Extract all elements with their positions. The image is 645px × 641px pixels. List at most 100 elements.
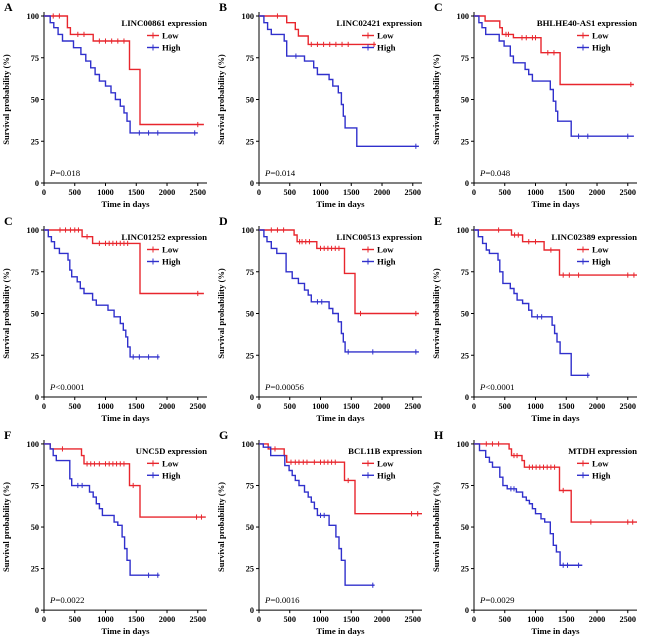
y-tick-label: 75 — [31, 54, 39, 63]
x-tick-label: 2500 — [619, 402, 636, 411]
legend-high-label: High — [592, 43, 611, 53]
x-tick-label: 2000 — [374, 615, 391, 624]
y-tick-label: 0 — [465, 179, 469, 188]
y-tick-label: 100 — [27, 226, 39, 235]
x-tick-label: 0 — [472, 615, 476, 624]
x-tick-label: 2000 — [159, 615, 176, 624]
survival-curve-high — [44, 229, 160, 358]
x-tick-label: 0 — [42, 402, 46, 411]
y-tick-label: 100 — [457, 12, 469, 21]
x-tick-label: 2000 — [589, 402, 606, 411]
x-tick-label: 2500 — [404, 188, 421, 197]
panel-title: LINC02389 expression — [551, 232, 637, 242]
survival-curve-low — [259, 15, 376, 46]
legend-high-label: High — [162, 257, 181, 267]
x-tick-label: 2000 — [374, 402, 391, 411]
legend-low-label: Low — [162, 31, 179, 41]
y-tick-label: 0 — [465, 606, 469, 615]
y-tick-label: 100 — [457, 440, 469, 449]
y-tick-label: 100 — [242, 12, 254, 21]
x-axis-label: Time in days — [101, 413, 150, 423]
x-tick-label: 1000 — [527, 615, 544, 624]
y-tick-label: 50 — [461, 310, 469, 319]
x-tick-label: 0 — [42, 188, 46, 197]
legend-low-label: Low — [377, 245, 394, 255]
x-tick-label: 500 — [284, 615, 296, 624]
x-axis-label: Time in days — [101, 626, 150, 636]
x-axis-label: Time in days — [316, 626, 365, 636]
x-tick-label: 500 — [284, 188, 296, 197]
y-axis-label: Survival probability (%) — [216, 268, 226, 359]
y-tick-label: 0 — [250, 179, 254, 188]
y-tick-label: 25 — [461, 137, 469, 146]
survival-curve-high — [259, 229, 419, 353]
panel-title: LINC00861 expression — [121, 18, 207, 28]
y-tick-label: 0 — [35, 393, 39, 402]
x-tick-label: 0 — [472, 402, 476, 411]
x-tick-label: 2000 — [159, 402, 176, 411]
legend-low-label: Low — [377, 458, 394, 468]
y-tick-label: 25 — [31, 565, 39, 574]
y-tick-label: 25 — [246, 137, 254, 146]
survival-curve-high — [474, 443, 583, 566]
x-tick-label: 0 — [472, 188, 476, 197]
x-tick-label: 1500 — [558, 615, 575, 624]
y-axis-label: Survival probability (%) — [1, 482, 11, 572]
legend-low-label: Low — [592, 31, 609, 41]
legend-low-label: Low — [377, 31, 394, 41]
y-tick-label: 100 — [242, 440, 254, 449]
p-value-label: P<0.0001 — [49, 382, 85, 392]
km-panel-F-7: 0 25 50 75 100 0 500 1000 1500 2000 2500 F UNC5D exp… — [0, 428, 215, 641]
x-axis-label: Time in days — [531, 199, 580, 209]
survival-curve-high — [44, 443, 160, 576]
y-axis-label: Survival probability (%) — [1, 54, 11, 145]
y-tick-label: 75 — [461, 268, 469, 277]
x-tick-label: 1500 — [128, 615, 145, 624]
legend-high-label: High — [592, 257, 611, 267]
x-tick-label: 1500 — [343, 402, 360, 411]
y-tick-label: 75 — [461, 54, 469, 63]
legend-high-label: High — [162, 470, 181, 480]
panel-letter: D — [219, 214, 228, 228]
y-axis-label: Survival probability (%) — [216, 482, 226, 572]
legend-high-label: High — [377, 43, 396, 53]
y-tick-label: 25 — [246, 351, 254, 360]
survival-curve-high — [44, 15, 198, 134]
legend-high-label: High — [592, 470, 611, 480]
p-value-label: P=0.00056 — [264, 382, 305, 392]
panel-title: BHLHE40-AS1 expression — [537, 18, 637, 28]
panel-title: MTDH expression — [568, 446, 637, 456]
km-panel-A-1: 0 25 50 75 100 0 500 1000 1500 2000 2500 A LINC00861… — [0, 0, 215, 214]
km-panel-G-8: 0 25 50 75 100 0 500 1000 1500 2000 2500 G BCL11B ex… — [215, 428, 430, 641]
survival-curve-high — [259, 15, 419, 147]
p-value-label: P=0.048 — [479, 168, 511, 178]
y-tick-label: 25 — [461, 565, 469, 574]
y-tick-label: 75 — [246, 268, 254, 277]
y-axis-label: Survival probability (%) — [431, 54, 441, 145]
y-tick-label: 50 — [461, 96, 469, 105]
x-tick-label: 2000 — [589, 188, 606, 197]
panel-title: UNC5D expression — [136, 446, 207, 456]
y-tick-label: 25 — [31, 351, 39, 360]
y-axis-label: Survival probability (%) — [431, 268, 441, 359]
p-value-label: P<0.0001 — [479, 382, 515, 392]
panel-letter: G — [219, 428, 228, 442]
panel-letter: C — [4, 214, 13, 228]
p-value-label: P=0.0029 — [479, 595, 515, 605]
survival-curve-high — [474, 15, 634, 137]
survival-curve-high — [474, 229, 590, 376]
y-tick-label: 75 — [246, 54, 254, 63]
y-tick-label: 100 — [27, 12, 39, 21]
survival-curve-low — [474, 229, 637, 276]
y-tick-label: 100 — [242, 226, 254, 235]
x-axis-label: Time in days — [101, 199, 150, 209]
panel-letter: H — [434, 428, 444, 442]
x-tick-label: 500 — [284, 402, 296, 411]
survival-curve-low — [44, 15, 204, 126]
legend-low-label: Low — [162, 458, 179, 468]
survival-curve-low — [474, 15, 634, 86]
